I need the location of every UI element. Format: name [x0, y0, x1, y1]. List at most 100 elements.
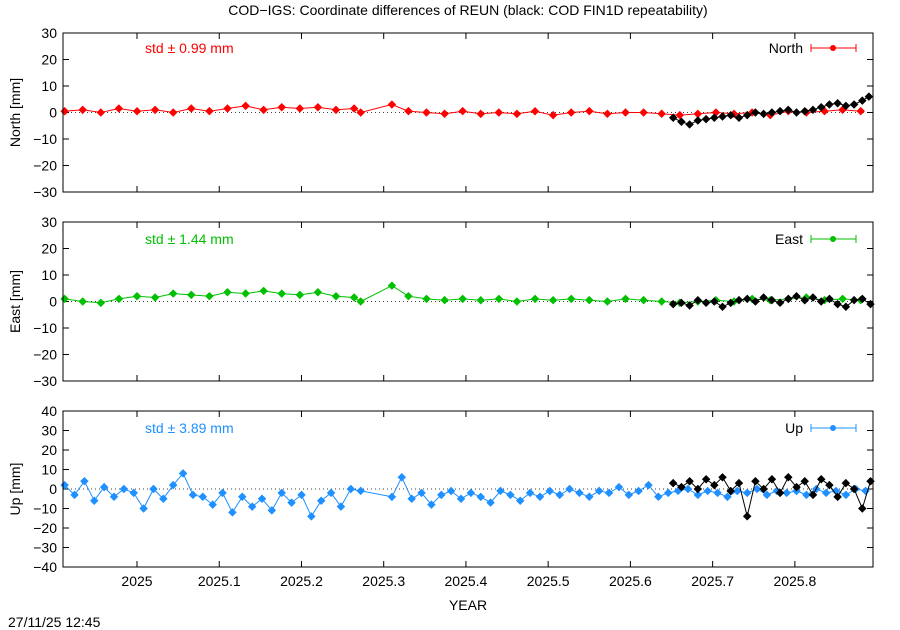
up-data-point	[316, 496, 326, 505]
y-tick-label: −10	[33, 501, 57, 517]
repeatability-data-point	[726, 110, 736, 120]
repeatability-data-point	[808, 293, 818, 302]
repeatability-data-point	[816, 475, 826, 484]
std-annotation: std ± 0.99 mm	[145, 40, 234, 56]
repeatability-data-point	[767, 108, 777, 117]
up-data-point	[456, 494, 466, 504]
panel-up: 40 30 20 10 0 −10 −20 −30 −40 2025 2025.1 2025.2 202…	[7, 403, 875, 589]
north-data-point	[241, 101, 250, 111]
east-data-point	[458, 294, 467, 304]
up-data-point	[247, 502, 257, 511]
repeatability-data-point	[775, 298, 785, 308]
east-data-point	[657, 297, 666, 306]
y-tick-label: 10	[41, 462, 57, 478]
repeatability-data-point	[808, 490, 818, 500]
y-tick-label: 30	[41, 25, 57, 41]
up-data-point	[427, 500, 436, 509]
y-tick-label: −20	[33, 347, 57, 363]
up-data-point	[782, 488, 791, 498]
repeatability-data-point	[841, 478, 851, 488]
repeatability-data-point	[726, 486, 735, 496]
y-tick-label: 40	[41, 403, 57, 419]
repeatability-data-point	[701, 474, 711, 484]
repeatability-data-point	[825, 294, 834, 304]
x-tick-label: 2025.4	[445, 573, 488, 589]
repeatability-data-point	[734, 295, 744, 305]
north-data-point	[512, 109, 522, 119]
north-data-point	[78, 105, 87, 115]
up-data-point	[575, 488, 584, 498]
north-data-point	[223, 104, 232, 113]
std-annotation: std ± 3.89 mm	[145, 420, 234, 436]
up-data-point	[346, 484, 356, 494]
y-tick-label: 0	[49, 481, 57, 497]
up-data-point	[644, 480, 653, 490]
repeatability-data-point	[849, 100, 859, 109]
y-tick-label: −30	[33, 373, 57, 389]
east-data-point	[387, 281, 397, 290]
repeatability-data-point	[751, 297, 760, 306]
up-data-point	[208, 500, 217, 509]
up-data-point	[297, 490, 306, 500]
east-data-point	[114, 294, 124, 304]
repeatability-data-point	[759, 484, 768, 494]
repeatability-data-point	[710, 480, 719, 490]
x-axis-label: YEAR	[449, 597, 487, 613]
north-data-point	[621, 108, 630, 117]
up-data-point	[565, 484, 574, 494]
up-data-point	[287, 498, 296, 507]
up-data-point	[198, 492, 208, 502]
repeatability-data-point	[792, 482, 801, 492]
y-tick-label: 10	[41, 78, 57, 94]
repeatability-data-point	[858, 504, 867, 513]
east-data-point	[205, 291, 214, 301]
up-data-point	[80, 476, 89, 486]
up-data-point	[535, 492, 545, 502]
legend-label: East	[775, 231, 803, 247]
north-data-point	[585, 106, 594, 116]
north-data-point	[856, 106, 865, 116]
north-data-point	[313, 102, 323, 112]
up-data-point	[307, 512, 316, 521]
repeatability-data-point	[792, 291, 801, 301]
legend-label: North	[769, 40, 803, 56]
repeatability-data-point	[701, 114, 711, 124]
repeatability-data-point	[677, 298, 686, 308]
repeatability-data-point	[767, 474, 777, 484]
plot-frame	[62, 221, 874, 382]
repeatability-data-point	[775, 488, 785, 498]
up-data-point	[555, 490, 564, 500]
north-data-point	[494, 108, 504, 117]
y-axis-label: Up [mm]	[7, 463, 23, 516]
x-tick-label: 2025.8	[773, 573, 816, 589]
up-data-point	[139, 504, 148, 513]
east-data-point	[440, 295, 449, 305]
north-data-point	[114, 104, 124, 113]
y-tick-label: 20	[41, 52, 57, 68]
repeatability-data-point	[742, 294, 752, 304]
north-data-point	[277, 102, 286, 112]
north-data-point	[422, 108, 431, 117]
up-data-point	[228, 508, 237, 517]
repeatability-data-point	[726, 298, 735, 308]
east-data-point	[168, 289, 178, 298]
east-data-point	[295, 290, 305, 300]
east-data-point	[241, 289, 250, 298]
east-data-point	[838, 294, 847, 304]
east-data-point	[259, 286, 268, 296]
repeatability-data-point	[816, 297, 826, 306]
east-data-point	[356, 297, 365, 306]
up-data-point	[168, 480, 178, 490]
east-data-point	[603, 297, 612, 306]
up-data-point	[654, 492, 663, 502]
up-data-point	[267, 506, 277, 515]
repeatability-data-point	[816, 102, 826, 112]
y-tick-label: −10	[33, 320, 57, 336]
up-data-point	[515, 496, 525, 505]
std-annotation: std ± 1.44 mm	[145, 231, 234, 247]
y-tick-label: −10	[33, 131, 57, 147]
north-data-point	[603, 109, 612, 119]
north-data-point	[356, 108, 365, 117]
